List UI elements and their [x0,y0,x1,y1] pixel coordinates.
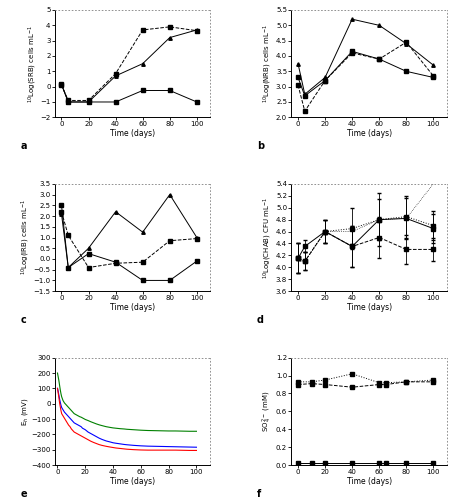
Text: b: b [257,141,263,151]
Text: d: d [257,315,263,325]
X-axis label: Time (days): Time (days) [346,476,391,486]
Text: f: f [257,488,261,498]
X-axis label: Time (days): Time (days) [110,302,155,312]
X-axis label: Time (days): Time (days) [110,129,155,138]
Y-axis label: $^{10}$Log(CHAB) CFU mL$^{-1}$: $^{10}$Log(CHAB) CFU mL$^{-1}$ [262,196,274,278]
Y-axis label: $^{10}$Log(SRB) cells mL$^{-1}$: $^{10}$Log(SRB) cells mL$^{-1}$ [26,24,39,103]
Text: a: a [20,141,27,151]
Text: e: e [20,488,27,498]
Text: c: c [20,315,26,325]
X-axis label: Time (days): Time (days) [346,302,391,312]
Y-axis label: $^{10}$Log(NRB) cells mL$^{-1}$: $^{10}$Log(NRB) cells mL$^{-1}$ [262,24,274,103]
Y-axis label: SO$_4^{2-}$ (mM): SO$_4^{2-}$ (mM) [261,390,274,432]
X-axis label: Time (days): Time (days) [110,476,155,486]
Y-axis label: E$_h$ (mV): E$_h$ (mV) [20,397,30,426]
Y-axis label: $^{10}$Log(IRB) cells mL$^{-1}$: $^{10}$Log(IRB) cells mL$^{-1}$ [20,200,32,276]
X-axis label: Time (days): Time (days) [346,129,391,138]
